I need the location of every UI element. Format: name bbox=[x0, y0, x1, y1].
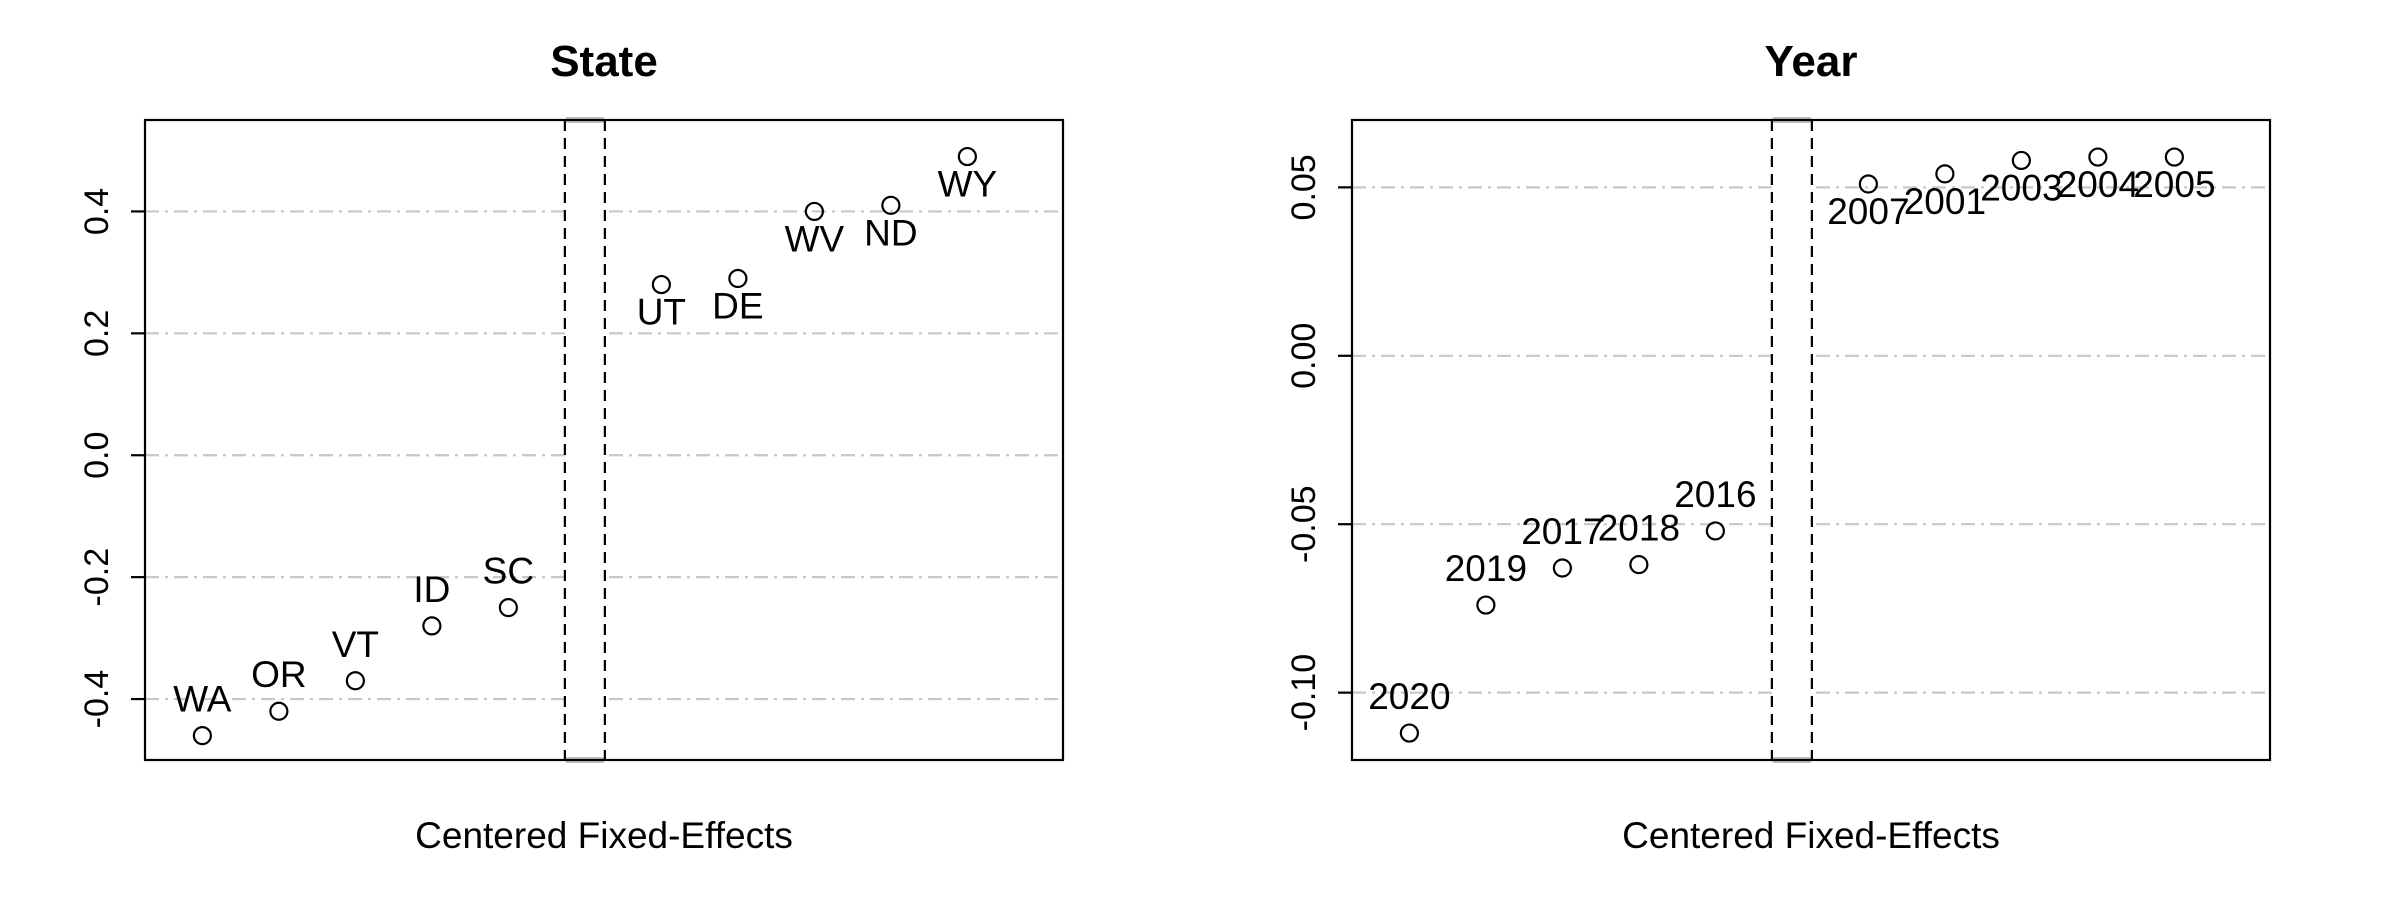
data-point bbox=[2088, 147, 2108, 167]
y-tick-label: -0.2 bbox=[78, 548, 116, 607]
data-point-label: VT bbox=[332, 624, 379, 665]
break-band bbox=[1771, 120, 1812, 760]
data-point-label: 2018 bbox=[1598, 508, 1680, 549]
data-point-label: OR bbox=[251, 654, 307, 695]
x-axis-label: Centered Fixed-Effects bbox=[415, 815, 793, 856]
plot-frame bbox=[143, 118, 1065, 762]
data-point bbox=[1476, 595, 1496, 615]
data-point bbox=[192, 726, 212, 746]
y-tick-label: -0.4 bbox=[78, 670, 116, 729]
data-point bbox=[422, 616, 442, 636]
data-point-label: 2001 bbox=[1904, 181, 1986, 222]
data-point bbox=[804, 201, 824, 222]
data-point-label: 2005 bbox=[2133, 164, 2215, 205]
data-point-label: 2020 bbox=[1368, 676, 1450, 717]
y-tick-label: 0.2 bbox=[78, 310, 116, 357]
data-point bbox=[1705, 521, 1725, 541]
data-point-label: 2004 bbox=[2057, 164, 2139, 205]
data-point bbox=[651, 274, 671, 295]
data-point-label: ID bbox=[413, 569, 450, 610]
data-point bbox=[1858, 174, 1878, 194]
data-point-label: WA bbox=[173, 679, 232, 720]
data-point bbox=[728, 268, 748, 289]
data-point bbox=[881, 195, 901, 215]
plot-frame bbox=[1350, 118, 2272, 762]
chart-panel-1: -0.4 -0.2 0.0 0.2 0.4 WA OR VT ID SC UT DE WV ND WY Sta… bbox=[78, 37, 1065, 856]
data-point-label: WV bbox=[785, 218, 845, 259]
data-point bbox=[269, 701, 289, 721]
y-tick-label: 0.4 bbox=[78, 188, 116, 235]
data-point bbox=[957, 146, 977, 167]
data-point-label: SC bbox=[483, 551, 534, 592]
y-tick-label: -0.10 bbox=[1285, 654, 1323, 732]
y-tick-label: 0.0 bbox=[78, 432, 116, 479]
data-point-label: 2016 bbox=[1674, 474, 1756, 515]
data-point bbox=[1935, 164, 1955, 184]
data-point bbox=[345, 671, 365, 691]
data-point-label: WY bbox=[938, 164, 998, 205]
data-point bbox=[1629, 555, 1649, 575]
data-point-label: 2017 bbox=[1521, 511, 1603, 552]
chart-title: State bbox=[550, 37, 658, 86]
chart-title: Year bbox=[1765, 37, 1858, 86]
data-point-label: DE bbox=[712, 285, 763, 326]
y-tick-label: -0.05 bbox=[1285, 485, 1323, 563]
y-tick-label: 0.00 bbox=[1285, 323, 1323, 389]
data-point bbox=[2164, 147, 2184, 167]
data-point-label: UT bbox=[637, 292, 686, 333]
data-point bbox=[2011, 150, 2031, 171]
x-axis-label: Centered Fixed-Effects bbox=[1622, 815, 2000, 856]
y-tick-label: 0.05 bbox=[1285, 154, 1323, 220]
data-point-label: ND bbox=[864, 212, 917, 253]
data-point bbox=[1399, 723, 1419, 743]
data-point bbox=[498, 598, 518, 618]
data-point bbox=[1552, 558, 1572, 578]
data-point-label: 2007 bbox=[1827, 191, 1909, 232]
break-band bbox=[564, 120, 605, 760]
data-point-label: 2003 bbox=[1980, 167, 2062, 208]
data-point-label: 2019 bbox=[1445, 548, 1527, 589]
